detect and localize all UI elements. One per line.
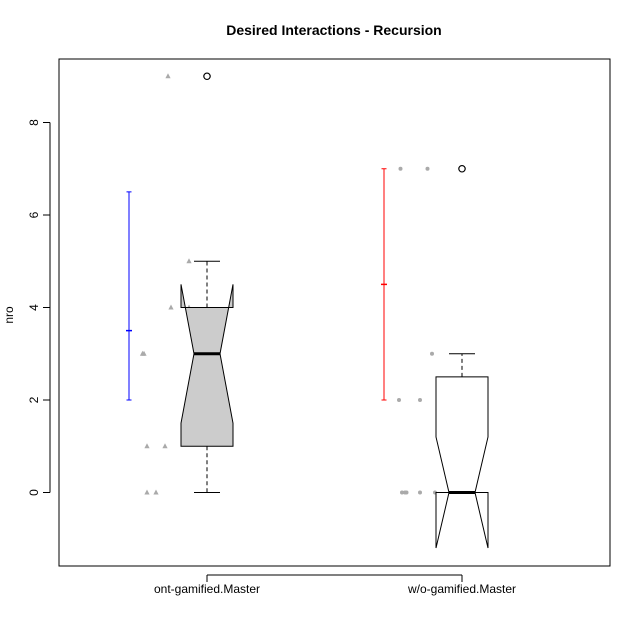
x-tick-label: ont-gamified.Master <box>154 582 260 596</box>
y-tick-label: 2 <box>27 396 41 403</box>
data-point <box>397 398 401 402</box>
data-point <box>425 166 430 171</box>
data-point <box>153 489 159 495</box>
chart-title: Desired Interactions - Recursion <box>226 22 442 38</box>
data-point <box>144 443 150 449</box>
y-axis-label: nro <box>2 306 16 324</box>
data-point <box>162 443 168 449</box>
y-tick-label: 8 <box>27 119 41 126</box>
notched-box <box>435 376 489 549</box>
y-tick-label: 0 <box>27 489 41 496</box>
plot-area: 0 2 4 6 8 ont-gamified.Master w/o-gamified.Mas… <box>27 72 516 596</box>
plot-frame <box>58 58 611 567</box>
data-point <box>400 490 404 495</box>
data-point <box>144 489 150 495</box>
y-tick-label: 6 <box>27 211 41 218</box>
outlier-point <box>458 164 466 173</box>
data-point <box>165 73 171 79</box>
outlier-point <box>203 72 211 81</box>
data-point <box>168 304 174 310</box>
data-point <box>139 350 146 356</box>
x-tick-label: w/o-gamified.Master <box>407 582 516 596</box>
data-point <box>430 351 434 356</box>
y-tick-label: 4 <box>27 304 41 311</box>
notched-box <box>180 284 234 447</box>
data-point <box>186 258 192 264</box>
data-point <box>418 398 422 402</box>
data-point <box>404 490 409 495</box>
data-point <box>398 166 403 171</box>
data-point <box>418 490 422 495</box>
